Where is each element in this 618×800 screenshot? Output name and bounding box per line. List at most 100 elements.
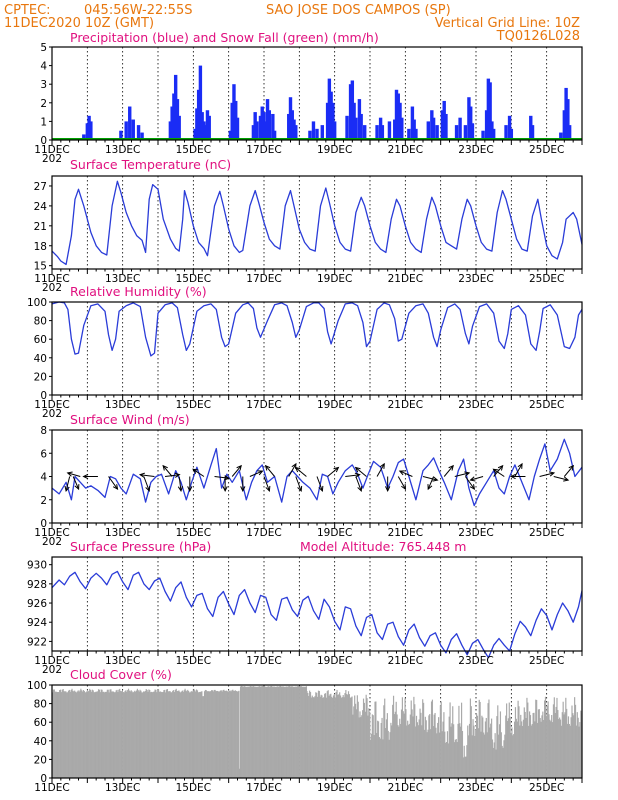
cloud-bar: [347, 694, 349, 778]
x-tick-label: 13DEC: [105, 527, 140, 539]
cloud-bar: [566, 723, 569, 778]
cloud-bar: [497, 705, 499, 778]
wind-arrow: [397, 476, 406, 490]
cloud-bar: [547, 701, 549, 778]
cloud-bar: [216, 690, 218, 778]
cloud-bar: [261, 686, 263, 778]
cloud-bar: [188, 692, 191, 778]
cloud-bar: [415, 726, 417, 778]
cloud-bar: [100, 689, 102, 778]
y-tick-label: 24: [34, 201, 48, 213]
cloud-bar: [294, 686, 296, 778]
cloud-bar: [418, 719, 420, 778]
wind-arrow-head: [192, 468, 199, 474]
cloud-bar: [534, 721, 536, 778]
x-tick-label: 21DEC: [388, 273, 423, 285]
cloud-bar: [469, 698, 471, 778]
precip-bar: [251, 125, 256, 140]
cloud-bar: [239, 686, 242, 778]
cloud-bar: [215, 691, 217, 778]
cloud-bar: [414, 704, 416, 778]
header-code: TQ0126L028: [496, 29, 580, 44]
wind-arrow: [178, 476, 182, 491]
cloud-bar: [251, 686, 253, 778]
precip-bar: [463, 125, 468, 140]
cloud-bar: [473, 725, 475, 778]
panel-frame: [51, 556, 583, 652]
cloud-bar: [318, 690, 320, 778]
x-year-stub: 202: [42, 153, 62, 165]
cloud-bar: [183, 690, 185, 778]
cloud-bar: [455, 739, 457, 778]
x-tick-label: 15DEC: [176, 655, 211, 667]
cloud-bar: [135, 691, 137, 778]
cloud-bar: [187, 689, 189, 778]
wind-arrow: [355, 476, 362, 492]
wind-arrow: [288, 463, 297, 477]
cloud-bar: [358, 717, 360, 778]
wind-arrow: [249, 470, 263, 477]
cloud-bar: [220, 690, 222, 778]
x-tick-label: 15DEC: [176, 144, 211, 156]
precip-bar: [444, 113, 448, 140]
cloud-bar: [102, 691, 104, 778]
cloud-bar: [54, 691, 56, 778]
cloud-bar: [369, 711, 371, 778]
cloud-bar: [59, 689, 62, 778]
precip-bar: [396, 93, 400, 140]
wind-arrow: [539, 472, 555, 477]
cloud-bar: [228, 690, 230, 778]
precip-bar: [359, 113, 363, 140]
cloud-bar: [203, 696, 205, 778]
cloud-bar: [450, 726, 452, 778]
cloud-bar: [274, 686, 276, 778]
cloud-bar: [106, 689, 108, 778]
cloud-bar: [415, 715, 418, 778]
precip-bar: [567, 125, 572, 140]
cloud-bar: [546, 706, 548, 778]
cloud-bar: [381, 717, 383, 778]
wind-arrow: [162, 465, 173, 477]
cloud-bar: [287, 686, 289, 778]
wind-arrow-head: [385, 486, 391, 493]
precip-bar: [380, 125, 385, 140]
cloud-bar: [456, 742, 458, 778]
precip-bar: [315, 128, 319, 140]
cloud-bar: [71, 688, 73, 778]
cloud-bar: [290, 686, 292, 778]
cloud-bar: [345, 690, 347, 778]
cloud-bar: [97, 689, 100, 778]
cloud-bar: [132, 692, 134, 778]
panel-5: Surface Pressure (hPa) Model Altitude: 76…: [27, 539, 583, 676]
x-tick-label: 25DEC: [529, 144, 564, 156]
cloud-bar: [362, 710, 364, 778]
cloud-bar: [166, 689, 169, 778]
precip-bar: [204, 125, 208, 140]
precip-bar: [566, 99, 570, 140]
cloud-bar: [529, 715, 532, 778]
precip-bar: [292, 119, 296, 140]
cloud-bar: [509, 716, 511, 778]
cloud-bar: [148, 689, 150, 778]
cloud-bar: [574, 697, 576, 778]
precip-bar: [350, 80, 355, 140]
precip-bar: [234, 100, 238, 140]
precip-bar: [177, 115, 181, 140]
wind-arrow-head: [66, 471, 73, 477]
cloud-bar: [293, 686, 296, 778]
series-line: [51, 570, 583, 659]
cloud-bar: [232, 689, 234, 778]
cloud-bar: [201, 691, 203, 778]
wind-arrow: [192, 468, 205, 477]
cloud-bar: [412, 716, 414, 778]
cloud-bar: [517, 700, 519, 778]
x-tick-label: 25DEC: [529, 527, 564, 539]
precip-bar: [195, 108, 199, 140]
cloud-bar: [75, 692, 78, 778]
cloud-bar: [562, 701, 564, 778]
precip-bar: [387, 121, 392, 140]
cloud-bar: [246, 686, 248, 778]
cloud-bar: [506, 720, 509, 778]
cloud-bar: [374, 701, 376, 778]
cloud-bar: [392, 695, 395, 778]
